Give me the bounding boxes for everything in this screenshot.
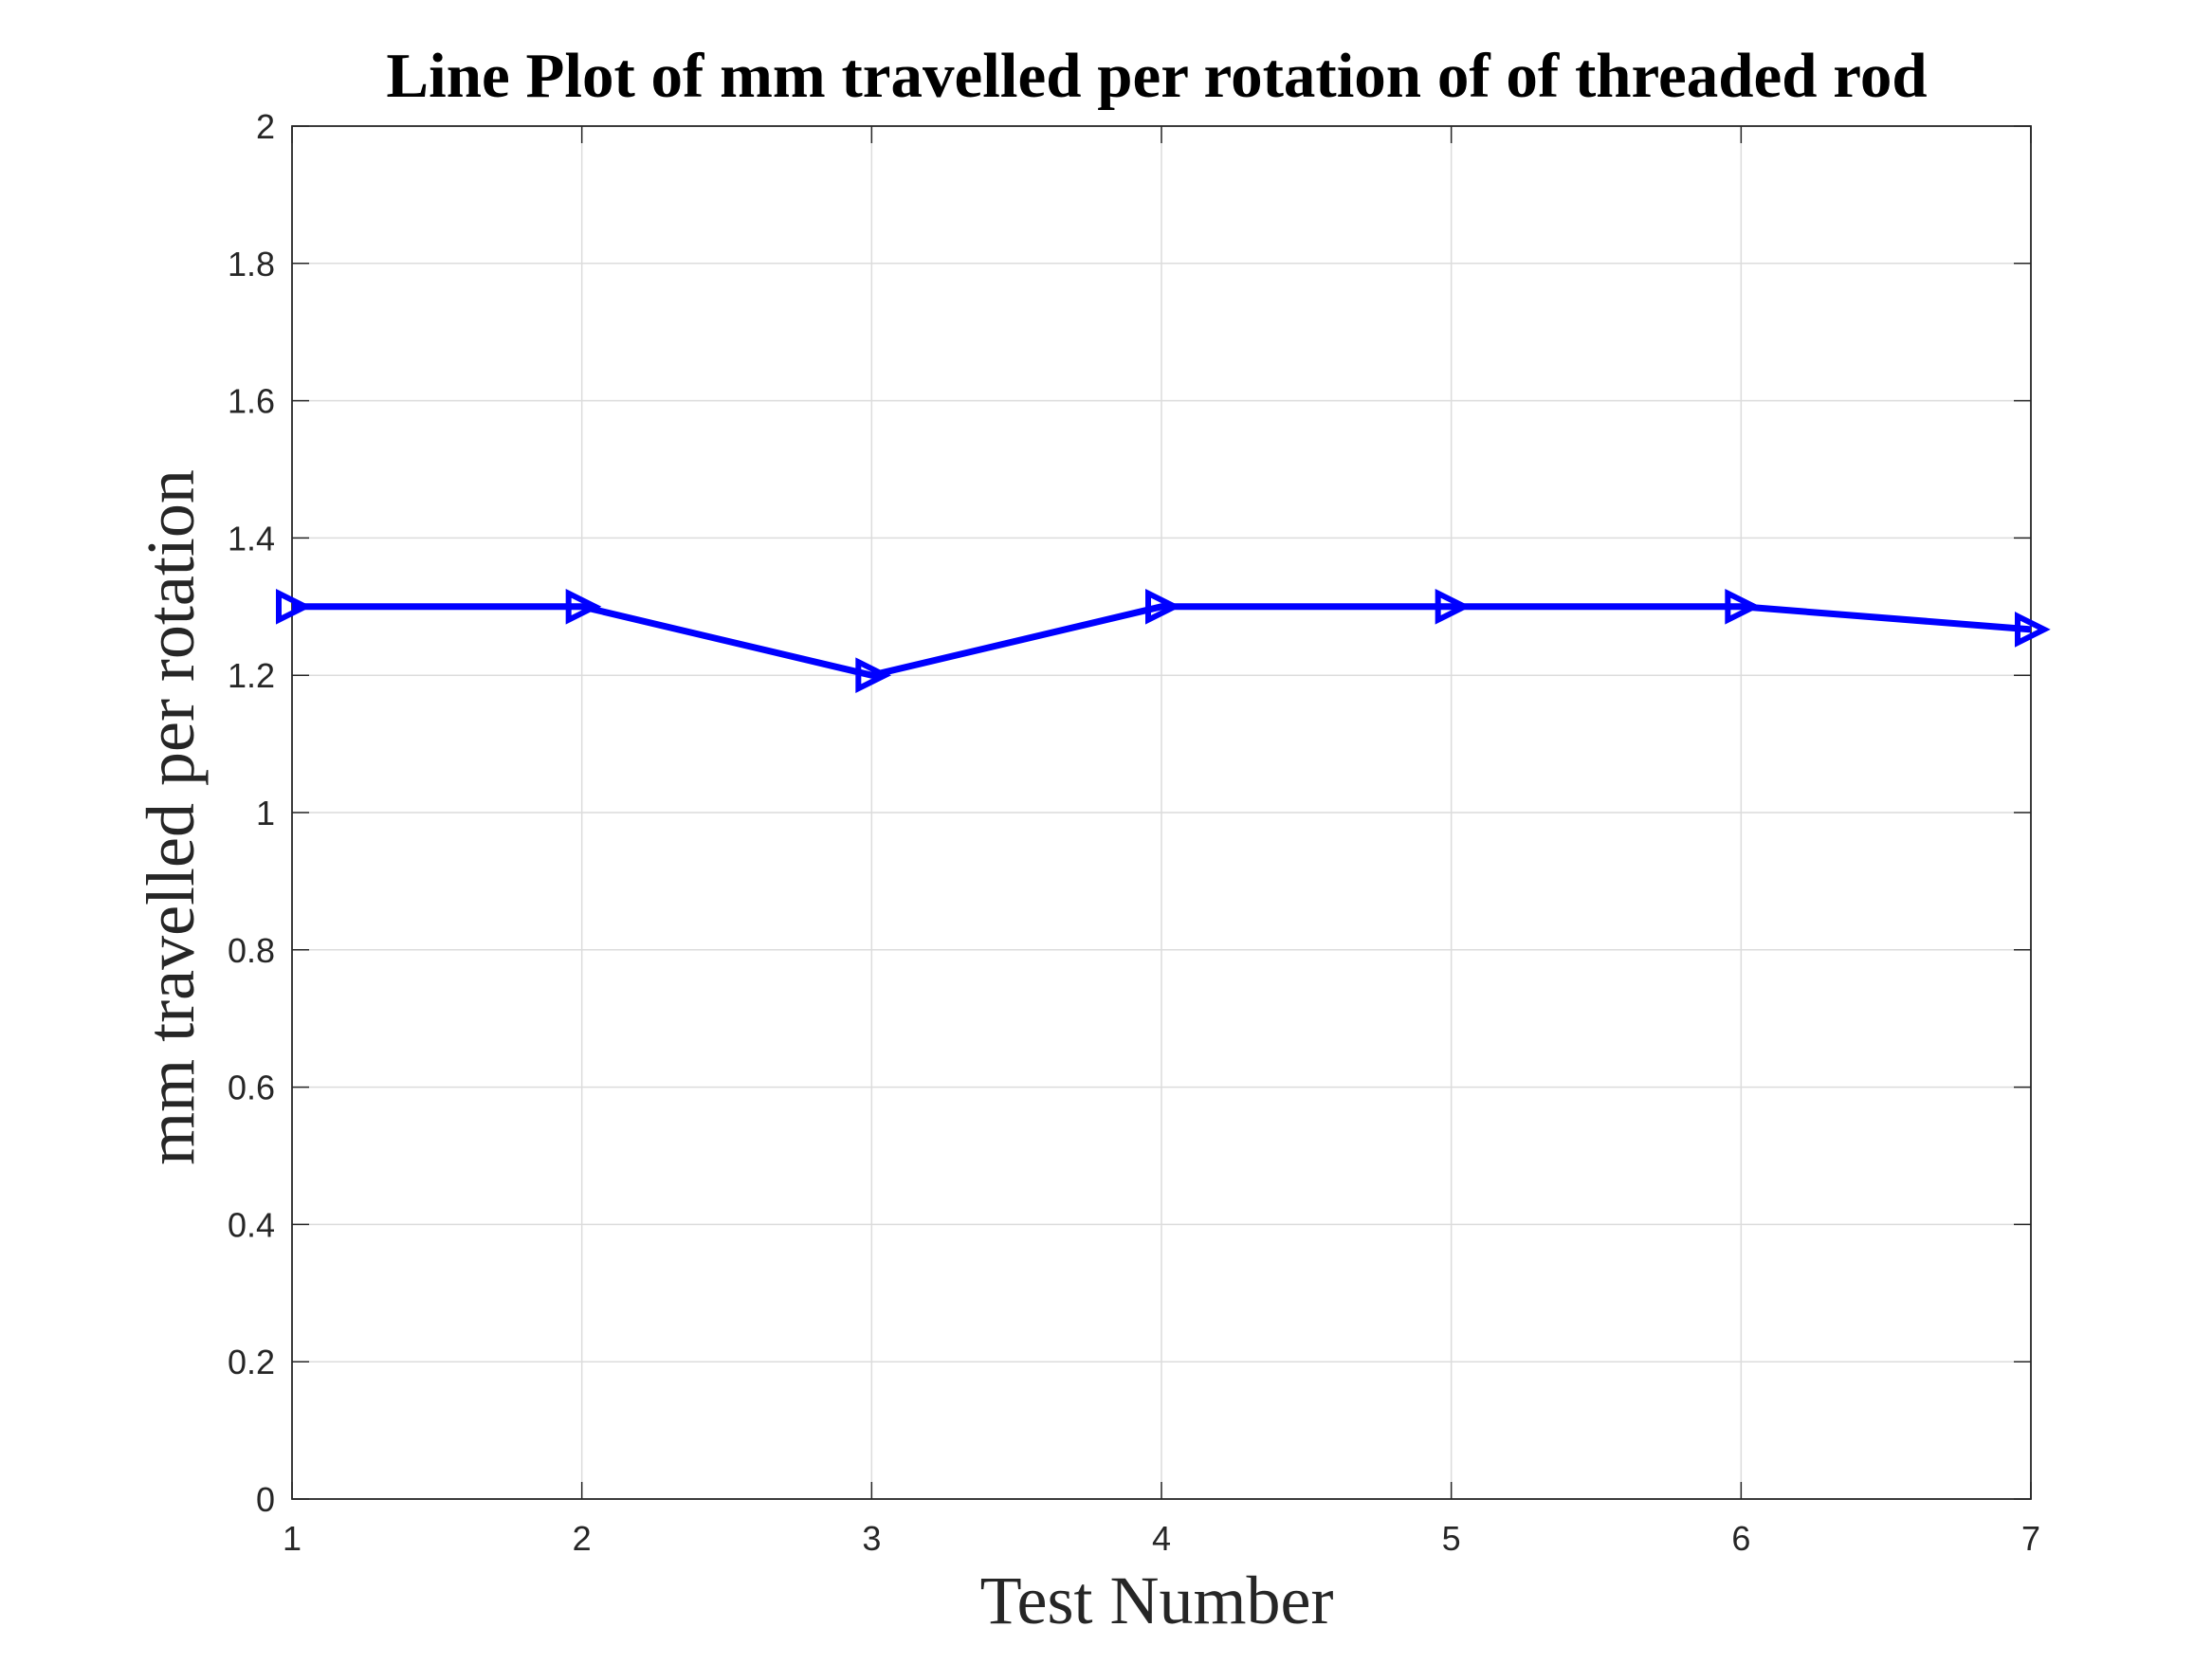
y-tick-label: 1.6	[228, 382, 275, 421]
y-tick-label: 1	[256, 794, 275, 832]
y-tick-label: 1.4	[228, 519, 275, 558]
y-tick-label: 2	[256, 107, 275, 146]
y-tick-labels: 0 0.2 0.4 0.6 0.8 1 1.2 1.4 1.6 1.8 2	[228, 107, 275, 1519]
x-tick-label: 6	[1731, 1519, 1750, 1558]
chart-title: Line Plot of mm travelled per rotation o…	[386, 41, 1927, 111]
data-point-marker	[276, 588, 312, 625]
data-point-marker	[1145, 588, 1181, 625]
x-tick-label: 7	[2021, 1519, 2040, 1558]
y-tick-label: 1.2	[228, 656, 275, 695]
y-tick-label: 1.8	[228, 245, 275, 283]
x-tick-label: 4	[1152, 1519, 1171, 1558]
data-point-marker	[1725, 588, 1762, 625]
series	[276, 588, 2051, 694]
x-tick-label: 5	[1442, 1519, 1461, 1558]
grid	[292, 126, 2031, 1499]
y-tick-label: 0.2	[228, 1343, 275, 1381]
y-tick-label: 0.6	[228, 1069, 275, 1107]
y-axis-label: mm travelled per rotation	[133, 469, 209, 1165]
tick-marks	[291, 125, 2032, 1500]
y-tick-label: 0	[256, 1480, 275, 1519]
x-tick-label: 3	[862, 1519, 881, 1558]
x-tick-labels: 1 2 3 4 5 6 7	[283, 1519, 2040, 1558]
data-point-marker	[2015, 612, 2051, 648]
x-tick-label: 1	[283, 1519, 302, 1558]
y-tick-label: 0.4	[228, 1205, 275, 1244]
series-line	[292, 603, 2032, 679]
y-tick-label: 0.8	[228, 931, 275, 970]
x-tick-label: 2	[573, 1519, 592, 1558]
data-point-marker	[565, 588, 602, 625]
data-point-marker	[855, 657, 892, 694]
x-axis-label: Test Number	[980, 1563, 1334, 1638]
data-point-marker	[1435, 588, 1472, 625]
